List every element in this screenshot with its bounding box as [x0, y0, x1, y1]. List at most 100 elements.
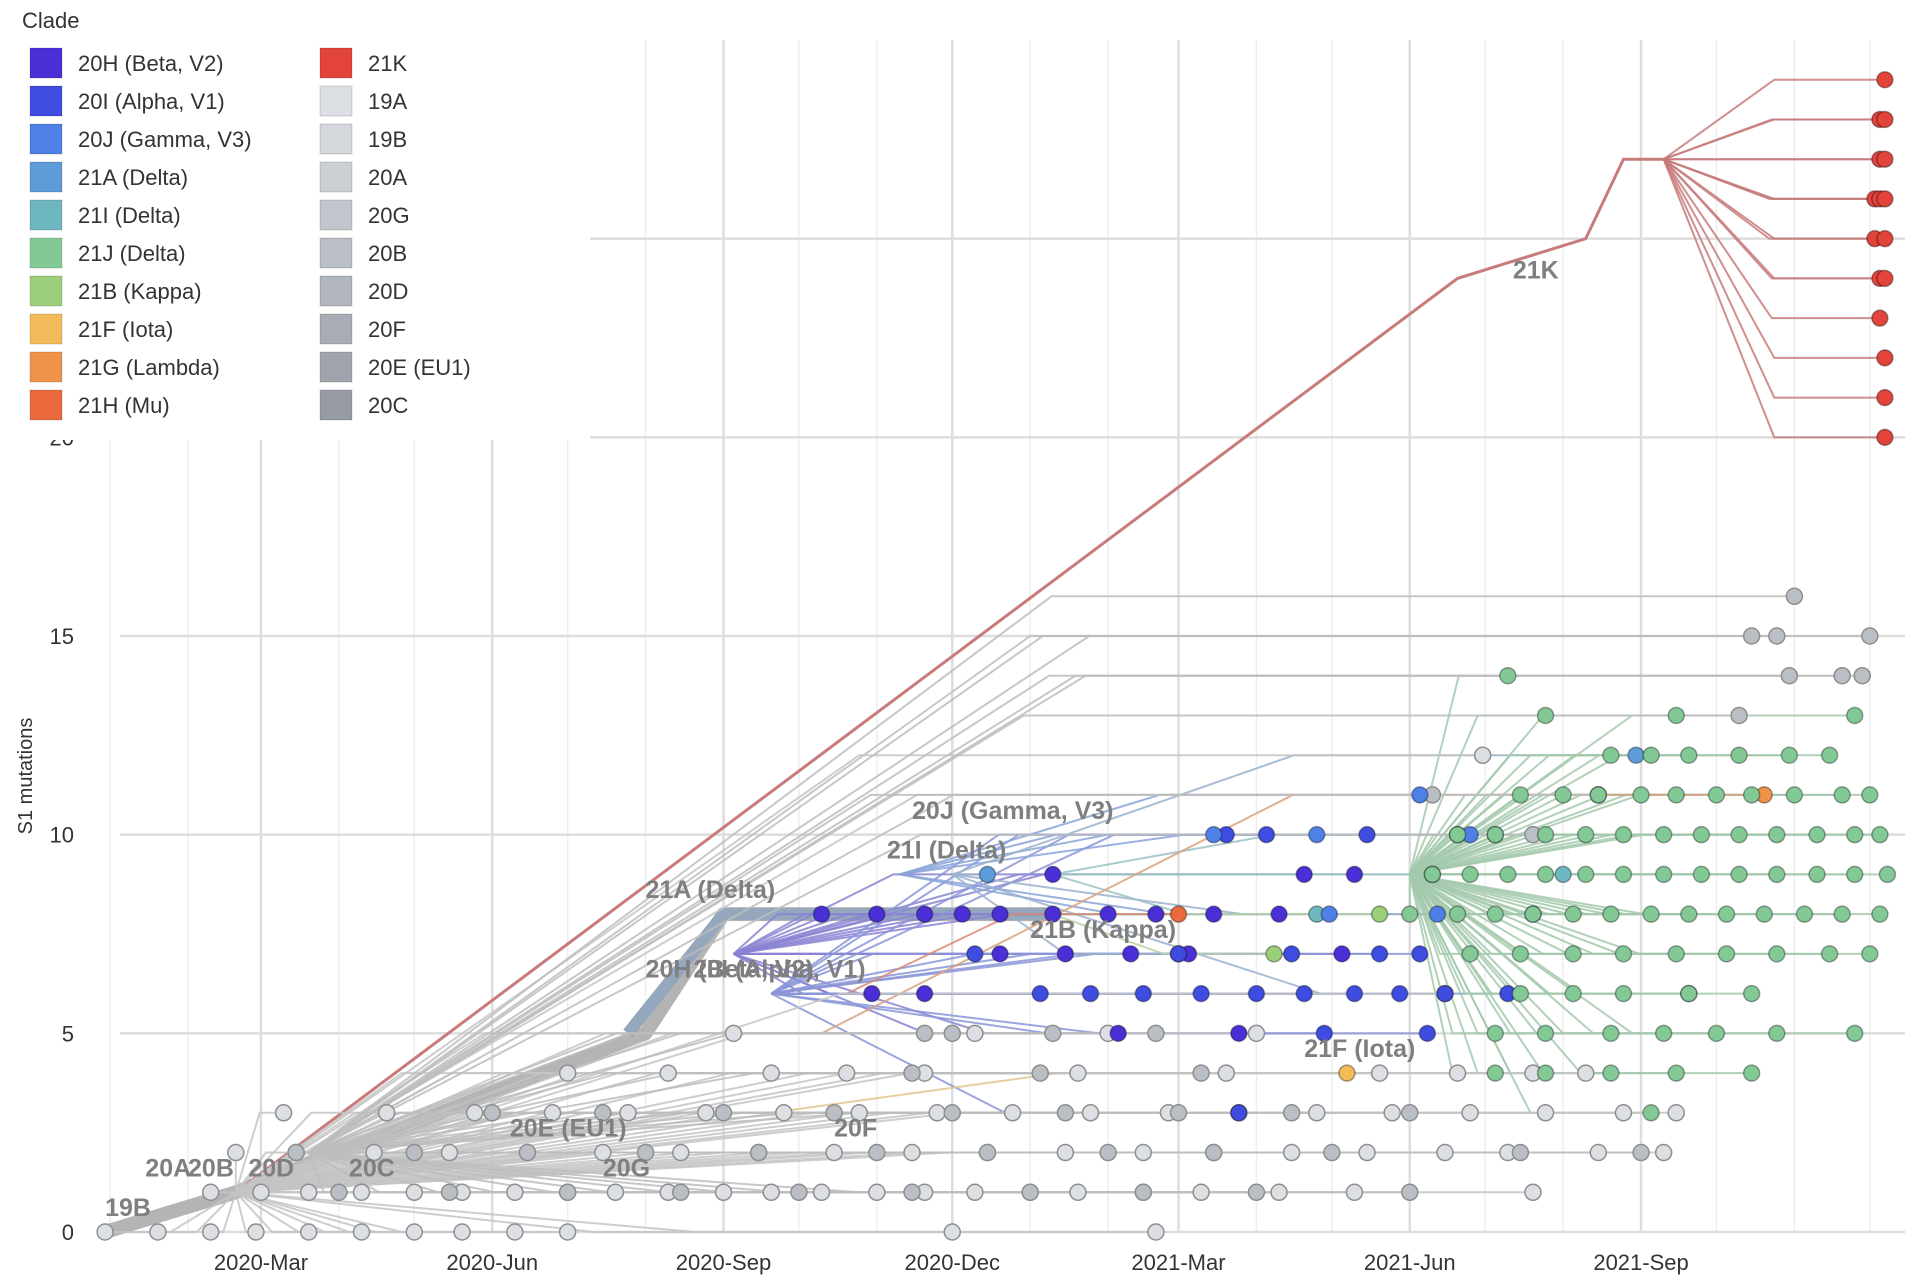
- tip-point-19a: [440, 1143, 459, 1162]
- legend-swatch: [319, 47, 353, 79]
- clade-label: 21F (Iota): [1304, 1035, 1415, 1063]
- clade-label: 21I (Delta): [887, 837, 1006, 865]
- tip-point-21j: [1742, 786, 1761, 804]
- tip-point-21j: [1654, 1024, 1673, 1043]
- branch-21k: [1663, 78, 1885, 161]
- tip-point-21j: [1536, 825, 1555, 844]
- tip-point-19a: [149, 1223, 167, 1241]
- branch-21j: [1409, 873, 1870, 955]
- tip-point-21k: [1876, 70, 1894, 89]
- tip-point-21j: [1667, 706, 1685, 725]
- tip-point-20b: [1099, 1143, 1117, 1162]
- tip-point-21j: [1401, 905, 1419, 923]
- tip-point-21j: [1564, 905, 1582, 923]
- tip-point-21j: [1861, 786, 1879, 804]
- tip-point-20h: [1099, 905, 1117, 923]
- legend-entry-label: 20E (EU1): [368, 355, 471, 380]
- tip-point-20b: [1204, 1143, 1223, 1162]
- tip-point-20i: [1315, 1024, 1334, 1043]
- tip-point-21j: [1845, 1024, 1864, 1043]
- tip-point-20b: [1323, 1143, 1341, 1162]
- tip-point-21j: [1680, 746, 1698, 764]
- tip-point-21i: [1554, 865, 1572, 884]
- tip-point-21j: [1614, 865, 1633, 884]
- tip-point-19a: [453, 1223, 471, 1241]
- y-tick-label: 15: [50, 624, 74, 649]
- branch-21k: [1663, 158, 1885, 240]
- legend-swatch: [319, 161, 353, 193]
- tip-point-21j: [1680, 905, 1698, 923]
- tip-point-20i: [1031, 984, 1049, 1003]
- tip-point-21j: [1654, 865, 1673, 884]
- tip-point-20b: [978, 1143, 997, 1162]
- clade-label: 21B (Kappa): [1030, 916, 1176, 944]
- tip-point-20h: [991, 945, 1009, 963]
- tip-point-21j: [1861, 945, 1879, 963]
- tip-point-21j: [1755, 905, 1773, 923]
- tip-point-21k: [1871, 309, 1889, 327]
- tip-point-21j: [1780, 746, 1799, 764]
- tip-point-20b: [330, 1183, 348, 1202]
- tip-point-21j: [1536, 706, 1555, 725]
- tip-point-21j: [1768, 865, 1786, 884]
- legend-swatch: [29, 275, 63, 307]
- tip-point-19a: [1345, 1183, 1364, 1202]
- tip-point-21j: [1564, 984, 1582, 1003]
- tip-point-21j: [1602, 1064, 1620, 1082]
- tip-point-21j: [1768, 945, 1786, 963]
- branch-21k: [1662, 158, 1880, 320]
- branch-19a: [157, 1191, 237, 1233]
- tip-point-21j: [1707, 786, 1726, 804]
- legend-entry-label: 21F (Iota): [78, 317, 173, 342]
- tip-point-19a: [903, 1143, 921, 1162]
- tip-point-20i: [1411, 945, 1429, 963]
- tip-point-21k: [1876, 349, 1894, 367]
- tip-point-20h: [1333, 945, 1351, 963]
- tip-point-21k: [1876, 150, 1894, 168]
- legend-title: Clade: [22, 8, 79, 33]
- tip-point-21j: [1602, 1024, 1620, 1043]
- branch-20b: [308, 793, 1433, 1154]
- tip-point-19a: [1448, 1064, 1467, 1082]
- tip-point-21k: [1876, 110, 1894, 129]
- tip-point-21j: [1642, 905, 1660, 923]
- tip-point-19a: [365, 1143, 383, 1162]
- tip-point-19a: [1192, 1183, 1210, 1202]
- tip-point-20i: [1390, 984, 1409, 1003]
- y-tick-label: 5: [62, 1021, 74, 1046]
- branch-20b: [308, 674, 1863, 1154]
- tip-point-21j: [1536, 1064, 1555, 1082]
- x-tick-label: 2020-Sep: [676, 1250, 771, 1275]
- legend-swatch: [29, 123, 63, 155]
- axes: 2020-Mar 2020-Jun 2020-Sep 2020-Dec 2021-Mar…: [15, 227, 1689, 1275]
- tip-point-21h: [1169, 905, 1188, 923]
- tip-point-21j: [1461, 945, 1479, 963]
- tip-point-20h: [1270, 905, 1288, 923]
- tip-point-21j: [1667, 1064, 1685, 1082]
- tip-point-20h: [991, 905, 1009, 923]
- tip-point-19a: [558, 1064, 577, 1082]
- tip-point-20b: [1192, 1064, 1210, 1082]
- tip-point-21j: [1536, 865, 1555, 884]
- x-tick-label: 2021-Mar: [1131, 1250, 1225, 1275]
- tip-point-19a: [558, 1223, 577, 1241]
- tip-point-19a: [659, 1064, 677, 1082]
- branch-21k: [1662, 158, 1885, 439]
- clade-labels: 21K 20J (Gamma, V3) 21I (Delta) 21A (Delta)…: [105, 256, 1559, 1222]
- tip-point-20b: [1785, 587, 1804, 606]
- branch-20i: [770, 952, 975, 995]
- x-tick-label: 2021-Sep: [1593, 1250, 1688, 1275]
- legend-swatch: [319, 389, 353, 421]
- branch-21k: [1663, 118, 1880, 161]
- tip-point-21j: [1692, 825, 1711, 844]
- tip-point-19a: [606, 1183, 625, 1202]
- tip-point-21k: [1876, 190, 1894, 208]
- tip-point-20h: [1345, 865, 1364, 884]
- tip-point-19a: [1461, 1104, 1479, 1122]
- tip-point-20h: [863, 984, 881, 1003]
- branch-20h: [733, 873, 1053, 955]
- clade-label: 20B: [188, 1154, 234, 1182]
- tip-point-21a: [1627, 746, 1645, 764]
- tip-point-19a: [724, 1024, 743, 1043]
- clade-label: 20A: [145, 1154, 191, 1182]
